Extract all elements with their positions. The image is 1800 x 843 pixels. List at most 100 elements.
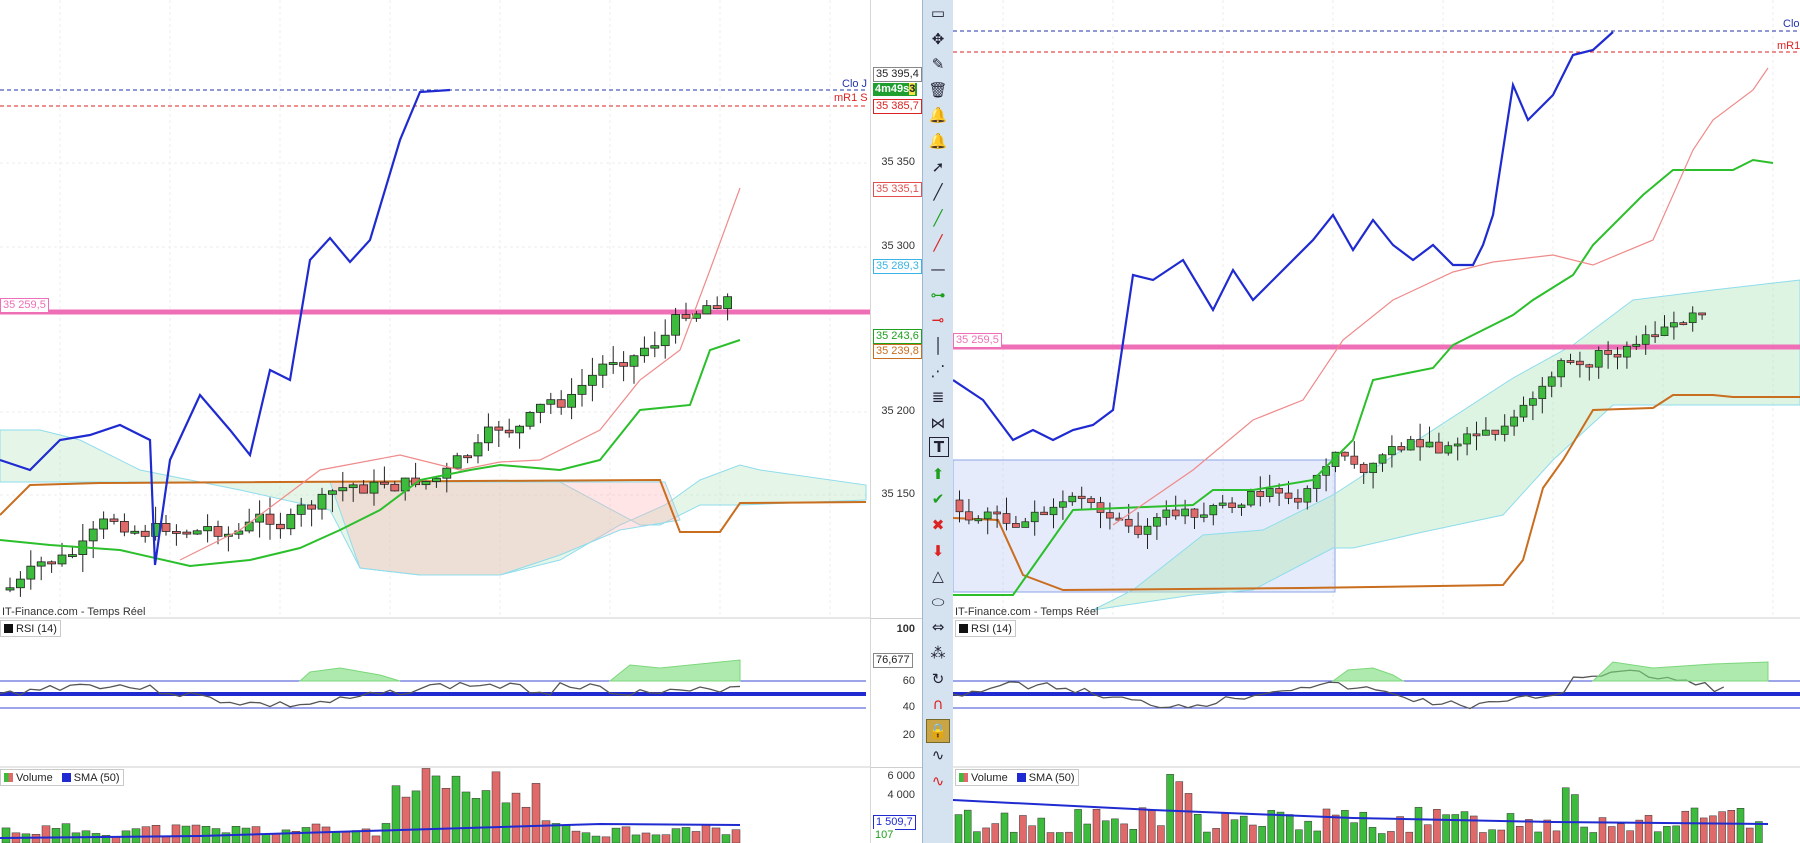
candle (120, 521, 129, 533)
rsi-overbought-fill (298, 667, 401, 682)
volume-bar (1718, 811, 1726, 843)
candle (390, 483, 400, 492)
volume-bar (1626, 830, 1634, 843)
rotate-icon[interactable]: ↻ (931, 669, 945, 688)
tenkan-red-tag: 35 335,1 (873, 182, 922, 197)
candle (1012, 523, 1020, 528)
rsi-color-swatch (959, 624, 968, 633)
down-arrow-icon[interactable]: ⬇ (931, 541, 945, 560)
wave-icon[interactable]: ∿ (931, 746, 945, 765)
candle (567, 393, 576, 408)
candle (598, 363, 608, 376)
volume-bar (963, 809, 972, 843)
volume-bar (641, 832, 651, 843)
volume-bar (1193, 814, 1202, 843)
volume-bar (1423, 824, 1432, 843)
volume-bar (1672, 825, 1680, 843)
volume-bar (1175, 781, 1184, 843)
candle (57, 554, 67, 565)
volume-bar (1055, 832, 1064, 843)
volume-value-tag: 107 (873, 829, 896, 842)
volume-bar (1479, 832, 1487, 843)
volume-bar (1322, 808, 1331, 843)
alarm-bell-icon[interactable]: 🔔 (928, 132, 948, 150)
magnet-icon[interactable]: ∩ (932, 695, 944, 714)
red-line-icon[interactable]: ╱ (933, 234, 943, 253)
left-chart-pane[interactable]: IT-Finance.com - Temps Réel Clo J mR1 S … (0, 0, 870, 843)
volume-bar (1092, 808, 1101, 843)
volume-bar (1736, 807, 1745, 843)
left-chart-canvas[interactable] (0, 0, 870, 843)
black-line-icon[interactable]: ╱ (933, 183, 943, 202)
volume-bar (301, 827, 311, 843)
right-clo-label: Clo (1783, 18, 1800, 30)
move-icon[interactable]: ✥ (931, 29, 945, 48)
volume-bar (1552, 830, 1561, 843)
candle (1030, 511, 1039, 523)
volume-bar (261, 833, 271, 843)
triangle-icon[interactable]: △ (932, 567, 944, 586)
volume-bar (571, 830, 581, 843)
volume-bar (491, 771, 501, 843)
candle (1632, 343, 1641, 347)
cross-icon[interactable]: ✖ (931, 516, 945, 534)
volume-bar (471, 798, 481, 843)
left-price-axis[interactable]: 35 350 35 300 35 200 35 150 35 395,4 4m4… (870, 0, 923, 843)
trash-icon[interactable]: 🗑 (928, 80, 948, 99)
candle (650, 345, 660, 349)
candle (1134, 525, 1142, 535)
right-pink-tag: 35 259,5 (953, 333, 1002, 348)
vertical-line-icon[interactable]: │ (933, 336, 943, 355)
wave-red-icon[interactable]: ∿ (931, 772, 945, 790)
candle (515, 425, 524, 434)
candle (1397, 446, 1406, 451)
text-icon[interactable]: T (929, 437, 949, 458)
volume-bar (1755, 821, 1763, 843)
right-volume-legend: Volume SMA (50) (955, 769, 1079, 786)
volume-bar (1249, 824, 1257, 843)
eraser-icon[interactable]: ✎ (931, 55, 945, 74)
candle (1688, 312, 1697, 324)
candle (1416, 439, 1424, 448)
candle (1641, 334, 1650, 345)
candle (1500, 425, 1509, 435)
volume-bar (191, 824, 201, 843)
green-hline-icon[interactable]: ⊶ (930, 285, 946, 304)
volume-bar (591, 835, 601, 843)
volume-bar (1598, 817, 1607, 843)
candle (1698, 312, 1706, 316)
volume-bar (1285, 814, 1294, 843)
volume-bar (421, 768, 431, 843)
volume-bar (1433, 809, 1441, 843)
ellipse-icon[interactable]: ⬭ (931, 592, 945, 611)
trend-channel-icon[interactable]: ≣ (931, 388, 945, 406)
candle (171, 531, 181, 534)
red-hline-icon[interactable]: ⊸ (931, 311, 945, 330)
rsi-tick: 100 (896, 623, 915, 635)
volume-bar (1028, 825, 1036, 843)
lock-icon[interactable]: 🔒 (926, 718, 950, 743)
horizontal-line-icon[interactable]: — (930, 260, 946, 278)
check-icon[interactable]: ✔ (931, 490, 945, 509)
alert-bell-icon[interactable]: 🔔 (928, 106, 948, 125)
candle (68, 554, 77, 557)
arrow-icon[interactable]: ➚ (931, 157, 945, 176)
fibonacci-icon[interactable]: ⋰ (930, 362, 946, 381)
page-icon[interactable]: ▭ (930, 4, 946, 22)
candle (1369, 462, 1377, 474)
up-arrow-icon[interactable]: ⬆ (931, 464, 945, 483)
sma-value-tag: 1 509,7 (873, 815, 916, 830)
measure-icon[interactable]: ⇔ (931, 618, 945, 637)
volume-bar (1617, 823, 1625, 843)
pattern-icon[interactable]: ⋈ (930, 413, 946, 432)
right-chart-canvas[interactable] (953, 0, 1800, 843)
green-line-icon[interactable]: ╱ (933, 208, 943, 227)
volume-bar (1111, 818, 1119, 843)
volume-bar (61, 823, 71, 843)
candle (15, 578, 25, 589)
candle (1143, 525, 1152, 535)
tenkan-line (0, 339, 741, 568)
candle (1576, 360, 1584, 366)
right-chart-pane[interactable]: IT-Finance.com - Temps Réel Clo mR1 35 2… (953, 0, 1800, 843)
scatter-icon[interactable]: ⁂ (930, 644, 946, 662)
